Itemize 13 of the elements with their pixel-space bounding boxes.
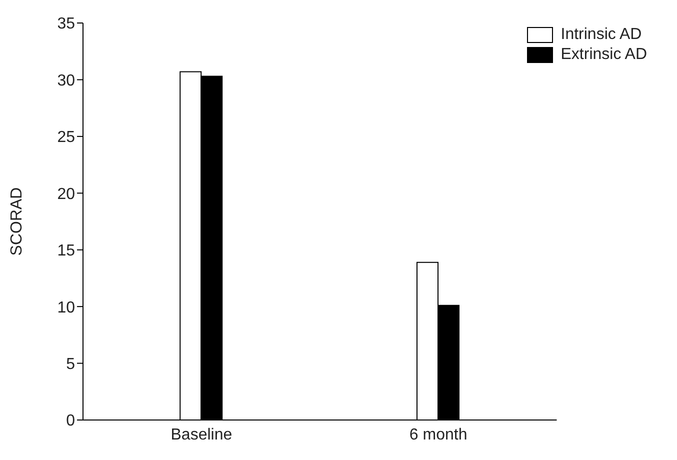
- y-tick-label: 10: [57, 299, 76, 316]
- legend-label: Intrinsic AD: [560, 26, 643, 44]
- x-tick-label: Baseline: [170, 426, 232, 444]
- x-tick-label: 6 month: [409, 426, 468, 444]
- y-tick-label: 5: [66, 356, 76, 373]
- y-axis-title: SCORAD: [8, 187, 26, 256]
- y-tick-label: 35: [57, 16, 76, 33]
- y-tick-label: 0: [66, 412, 76, 430]
- legend-label: Extrinsic AD: [560, 46, 647, 64]
- y-tick-label: 25: [57, 129, 76, 146]
- y-tick-label: 30: [57, 72, 76, 90]
- y-tick-label: 20: [57, 186, 76, 203]
- y-tick-label: 15: [57, 242, 76, 260]
